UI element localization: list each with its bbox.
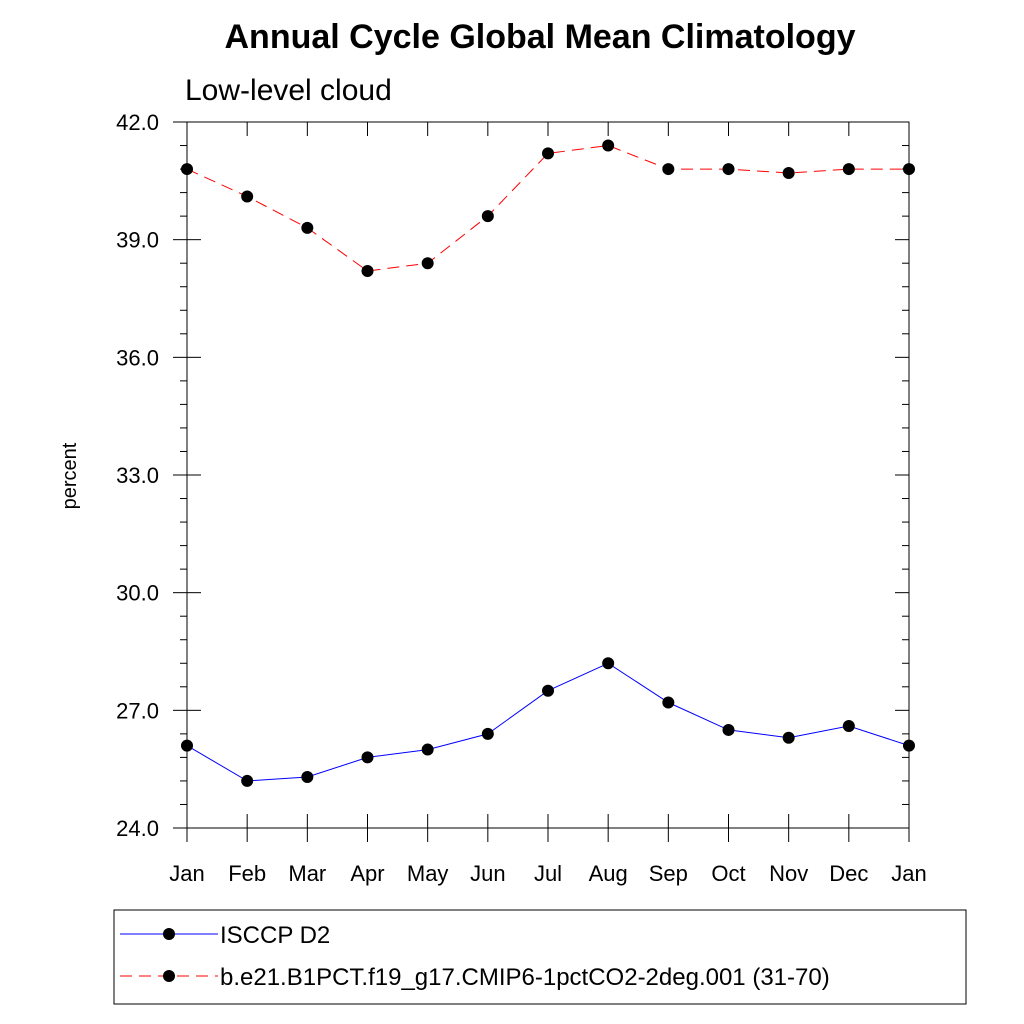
y-tick-label: 27.0 bbox=[116, 698, 159, 723]
y-tick-label: 36.0 bbox=[116, 345, 159, 370]
legend-label-0: ISCCP D2 bbox=[220, 922, 330, 949]
x-tick-label: Jul bbox=[534, 861, 562, 886]
series-1-point bbox=[181, 163, 193, 176]
series-0-point bbox=[602, 657, 615, 670]
series-1-point bbox=[903, 163, 915, 176]
legend-label-1: b.e21.B1PCT.f19_g17.CMIP6-1pctCO2-2deg.0… bbox=[220, 964, 830, 991]
y-tick-label: 30.0 bbox=[116, 581, 159, 606]
legend-box bbox=[113, 909, 967, 1005]
y-tick-label: 39.0 bbox=[116, 228, 159, 253]
series-1-point bbox=[481, 210, 494, 223]
y-axis-label: percent bbox=[59, 442, 81, 509]
x-tick-label: Dec bbox=[829, 861, 868, 886]
x-tick-label: May bbox=[407, 861, 449, 886]
x-tick-label: Aug bbox=[589, 861, 628, 886]
x-tick-label: Apr bbox=[350, 861, 384, 886]
series-0-point bbox=[903, 739, 915, 752]
plot-frame bbox=[186, 121, 910, 829]
x-tick-label: Feb bbox=[228, 861, 266, 886]
x-tick-label: Jan bbox=[891, 861, 926, 886]
x-tick-label: Oct bbox=[711, 861, 745, 886]
legend-marker-0 bbox=[163, 928, 175, 940]
x-tick-label: Nov bbox=[769, 861, 808, 886]
series-1-point bbox=[421, 257, 434, 270]
chart-title: Annual Cycle Global Mean Climatology bbox=[225, 18, 856, 56]
series-1-point bbox=[662, 163, 675, 176]
series-1-point bbox=[542, 147, 554, 160]
series-0-point bbox=[361, 751, 374, 764]
x-axis: Jan Feb Mar Apr May Jun Jul Aug Sep Oct Nov Dec Jan bbox=[169, 122, 927, 886]
x-tick-label: Sep bbox=[649, 861, 688, 886]
series-layer bbox=[181, 139, 915, 787]
series-0-point bbox=[782, 731, 795, 744]
series-1-point bbox=[241, 190, 254, 203]
y-axis: 24.0 27.0 30.0 33.0 36.0 39.0 42.0 bbox=[116, 110, 909, 841]
x-tick-label: Mar bbox=[288, 861, 326, 886]
y-tick-label: 24.0 bbox=[116, 816, 159, 841]
series-1-point bbox=[842, 163, 855, 176]
x-tick-label: Jan bbox=[169, 861, 204, 886]
series-1-point bbox=[361, 265, 374, 278]
y-tick-label: 33.0 bbox=[116, 463, 159, 488]
x-tick-label: Jun bbox=[470, 861, 505, 886]
series-0-point bbox=[662, 696, 675, 709]
series-1-point bbox=[301, 221, 314, 234]
series-0-point bbox=[241, 774, 254, 787]
legend: ISCCP D2 b.e21.B1PCT.f19_g17.CMIP6-1pctC… bbox=[113, 909, 967, 1005]
series-0-point bbox=[181, 739, 193, 752]
series-line-1 bbox=[186, 144, 909, 272]
series-line-0 bbox=[186, 662, 910, 782]
series-0-point bbox=[842, 720, 855, 733]
minor-ticks bbox=[180, 145, 909, 805]
series-0-point bbox=[421, 743, 434, 756]
series-1-point bbox=[602, 139, 615, 152]
legend-marker-1 bbox=[163, 970, 175, 982]
y-tick-label: 42.0 bbox=[116, 110, 159, 135]
series-0-point bbox=[542, 684, 554, 697]
chart-subtitle: Low-level cloud bbox=[185, 74, 392, 107]
series-0-point bbox=[722, 723, 735, 736]
series-1-point bbox=[722, 163, 735, 176]
series-1-point bbox=[782, 166, 795, 179]
series-0-point bbox=[481, 727, 494, 740]
series-0-point bbox=[301, 771, 314, 784]
